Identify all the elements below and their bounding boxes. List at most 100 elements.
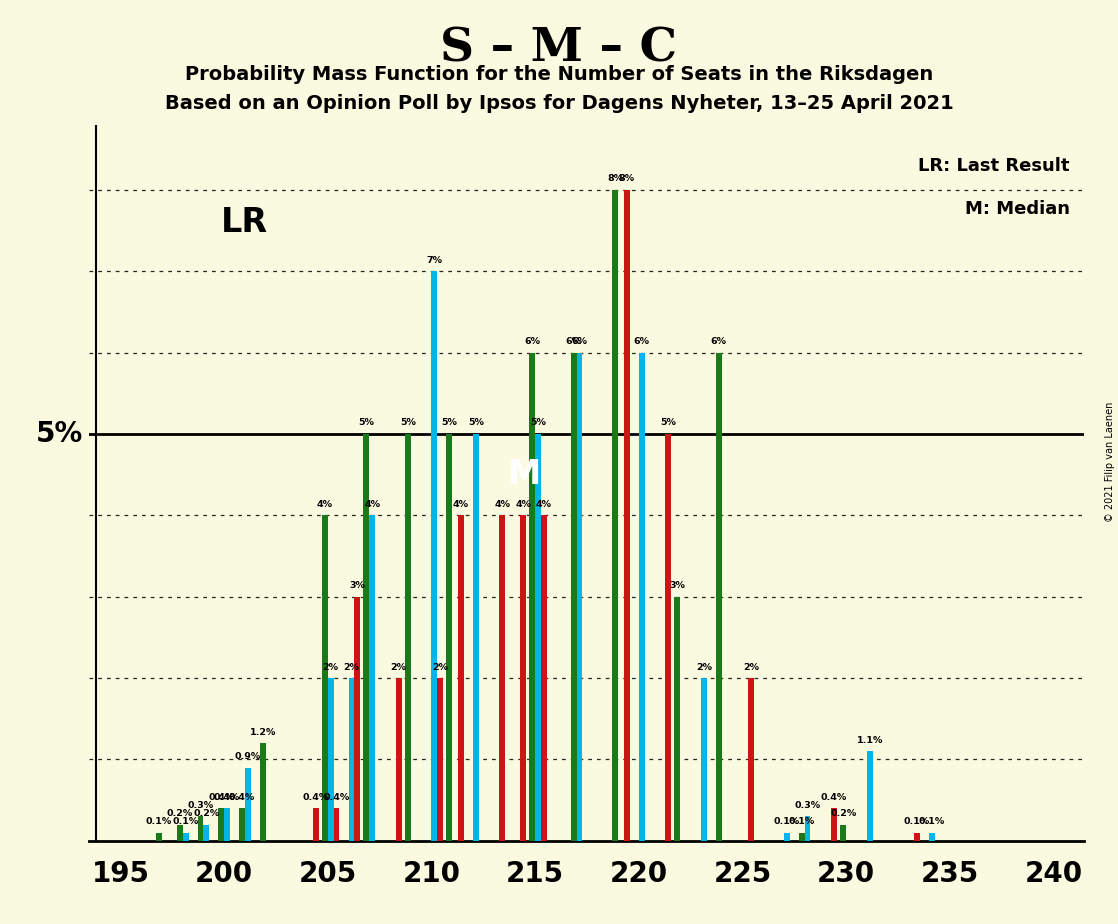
Text: 0.9%: 0.9% [235, 752, 260, 761]
Bar [541, 516, 547, 841]
Text: 2%: 2% [743, 663, 759, 672]
Text: 0.4%: 0.4% [323, 793, 350, 802]
Text: 0.4%: 0.4% [208, 793, 235, 802]
Bar [536, 434, 541, 841]
Bar [571, 353, 577, 841]
Text: 4%: 4% [494, 500, 511, 509]
Text: 0.1%: 0.1% [172, 817, 199, 826]
Text: 0.1%: 0.1% [919, 817, 945, 826]
Text: 6%: 6% [566, 337, 581, 346]
Text: © 2021 Filip van Laenen: © 2021 Filip van Laenen [1105, 402, 1115, 522]
Text: 0.2%: 0.2% [167, 809, 193, 818]
Text: Probability Mass Function for the Number of Seats in the Riksdagen: Probability Mass Function for the Number… [184, 65, 934, 84]
Bar [437, 678, 443, 841]
Bar [259, 743, 266, 841]
Bar [446, 434, 452, 841]
Bar [831, 808, 837, 841]
Text: LR: Last Result: LR: Last Result [918, 157, 1070, 175]
Bar [701, 678, 707, 841]
Bar [322, 516, 328, 841]
Text: 1.2%: 1.2% [249, 728, 276, 736]
Text: 0.1%: 0.1% [903, 817, 930, 826]
Text: 5%: 5% [359, 419, 375, 428]
Text: 1.1%: 1.1% [856, 736, 883, 745]
Text: 6%: 6% [524, 337, 540, 346]
Bar [225, 808, 230, 841]
Bar [363, 434, 369, 841]
Bar [784, 833, 789, 841]
Bar [198, 817, 203, 841]
Text: 0.1%: 0.1% [146, 817, 172, 826]
Text: 2%: 2% [433, 663, 448, 672]
Bar [182, 833, 189, 841]
Bar [665, 434, 671, 841]
Text: 0.3%: 0.3% [795, 801, 821, 810]
Bar [674, 597, 680, 841]
Bar [473, 434, 479, 841]
Bar [500, 516, 505, 841]
Text: 8%: 8% [618, 175, 635, 183]
Bar [369, 516, 376, 841]
Bar [520, 516, 525, 841]
Bar [805, 817, 811, 841]
Text: 5%: 5% [530, 419, 546, 428]
Bar [177, 824, 182, 841]
Text: 2%: 2% [343, 663, 360, 672]
Bar [396, 678, 401, 841]
Text: 0.4%: 0.4% [821, 793, 847, 802]
Text: 0.1%: 0.1% [788, 817, 815, 826]
Text: 8%: 8% [607, 175, 623, 183]
Bar [577, 353, 582, 841]
Text: M: M [509, 458, 541, 491]
Text: 3%: 3% [349, 581, 366, 590]
Text: 6%: 6% [634, 337, 650, 346]
Text: 2%: 2% [323, 663, 339, 672]
Text: 3%: 3% [670, 581, 685, 590]
Bar [613, 189, 618, 841]
Bar [716, 353, 722, 841]
Text: 5%: 5% [442, 419, 457, 428]
Text: 5%: 5% [661, 419, 676, 428]
Bar [349, 678, 354, 841]
Text: 0.1%: 0.1% [774, 817, 799, 826]
Text: 0.4%: 0.4% [214, 793, 240, 802]
Text: 0.4%: 0.4% [229, 793, 255, 802]
Bar [218, 808, 225, 841]
Bar [203, 824, 209, 841]
Text: 0.4%: 0.4% [303, 793, 329, 802]
Bar [157, 833, 162, 841]
Text: 6%: 6% [571, 337, 587, 346]
Bar [841, 824, 846, 841]
Text: 7%: 7% [426, 256, 443, 264]
Text: 4%: 4% [316, 500, 333, 509]
Text: 5%: 5% [400, 419, 416, 428]
Text: 2%: 2% [695, 663, 712, 672]
Text: 5%: 5% [36, 420, 83, 448]
Bar [915, 833, 920, 841]
Bar [313, 808, 319, 841]
Text: M: Median: M: Median [965, 200, 1070, 218]
Text: Based on an Opinion Poll by Ipsos for Dagens Nyheter, 13–25 April 2021: Based on an Opinion Poll by Ipsos for Da… [164, 94, 954, 114]
Bar [529, 353, 536, 841]
Bar [333, 808, 340, 841]
Text: 5%: 5% [468, 419, 484, 428]
Text: 4%: 4% [453, 500, 468, 509]
Text: 4%: 4% [364, 500, 380, 509]
Bar [245, 768, 250, 841]
Bar [328, 678, 333, 841]
Bar [638, 353, 645, 841]
Text: 4%: 4% [536, 500, 552, 509]
Text: S – M – C: S – M – C [440, 26, 678, 72]
Bar [354, 597, 360, 841]
Bar [929, 833, 935, 841]
Bar [432, 272, 437, 841]
Text: 2%: 2% [390, 663, 407, 672]
Text: 4%: 4% [515, 500, 531, 509]
Bar [239, 808, 245, 841]
Bar [405, 434, 410, 841]
Text: LR: LR [221, 206, 268, 238]
Bar [798, 833, 805, 841]
Bar [748, 678, 754, 841]
Text: 0.2%: 0.2% [830, 809, 856, 818]
Bar [458, 516, 464, 841]
